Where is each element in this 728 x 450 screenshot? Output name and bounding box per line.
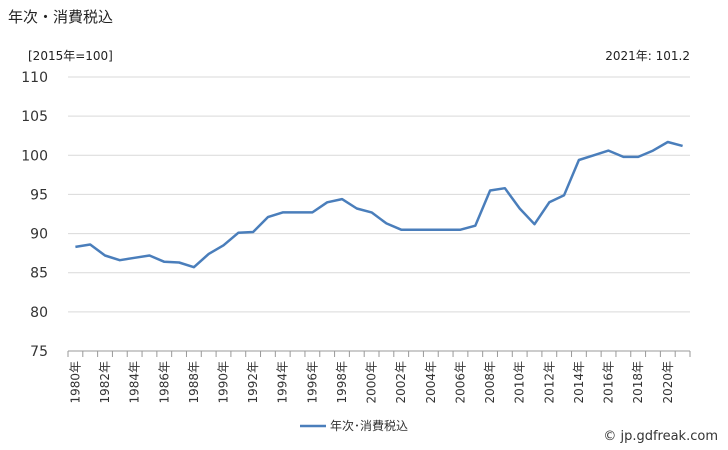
- x-axis: 1980年 1982年 1984年 1986年 1988年 1990年 1992年 1994年…: [67, 351, 691, 404]
- x-tick-label: 1996年: [305, 361, 319, 404]
- y-tick-label: 100: [21, 148, 48, 164]
- series-line: [75, 140, 683, 269]
- chart-title: 年次・消費税込: [8, 8, 114, 26]
- x-tick-label: 1994年: [276, 361, 290, 404]
- y-tick-label: 95: [30, 187, 48, 203]
- x-tick-label: 2010年: [513, 361, 527, 404]
- x-tick-label: 2006年: [453, 361, 467, 404]
- x-tick-label: 1980年: [68, 361, 82, 404]
- x-tick-label: 2016年: [602, 361, 616, 404]
- x-tick-label: 2008年: [483, 361, 497, 404]
- x-tick-label: 2020年: [661, 361, 675, 404]
- y-axis-ticks: 75 80 85 90 95 100 105 110: [21, 70, 48, 360]
- x-tick-label: 1984年: [128, 361, 142, 404]
- x-tick-label: 1990年: [217, 361, 231, 404]
- source-credit: © jp.gdfreak.com: [603, 429, 718, 444]
- unit-label: [2015年=100]: [28, 49, 113, 63]
- legend-label: 年次･消費税込: [330, 418, 408, 433]
- y-tick-label: 85: [30, 266, 48, 282]
- x-tick-label: 1982年: [98, 361, 112, 404]
- x-tick-label: 1998年: [335, 361, 349, 404]
- x-tick-label: 2018年: [631, 361, 645, 404]
- y-tick-label: 105: [21, 109, 48, 125]
- y-tick-label: 75: [30, 344, 48, 360]
- y-tick-label: 80: [30, 305, 48, 321]
- x-tick-label: 2004年: [424, 361, 438, 404]
- latest-value-label: 2021年: 101.2: [605, 49, 690, 63]
- y-tick-label: 90: [30, 227, 48, 243]
- y-tick-label: 110: [21, 70, 48, 86]
- x-tick-label: 1988年: [187, 361, 201, 404]
- grid-lines: [68, 76, 690, 352]
- x-tick-label: 2000年: [365, 361, 379, 404]
- x-tick-label: 1992年: [246, 361, 260, 404]
- x-tick-label: 2002年: [394, 361, 408, 404]
- x-tick-label: 1986年: [157, 361, 171, 404]
- x-tick-label: 2014年: [572, 361, 586, 404]
- legend: 年次･消費税込: [300, 418, 408, 433]
- series-layer: [75, 140, 683, 269]
- x-tick-label: 2012年: [542, 361, 556, 404]
